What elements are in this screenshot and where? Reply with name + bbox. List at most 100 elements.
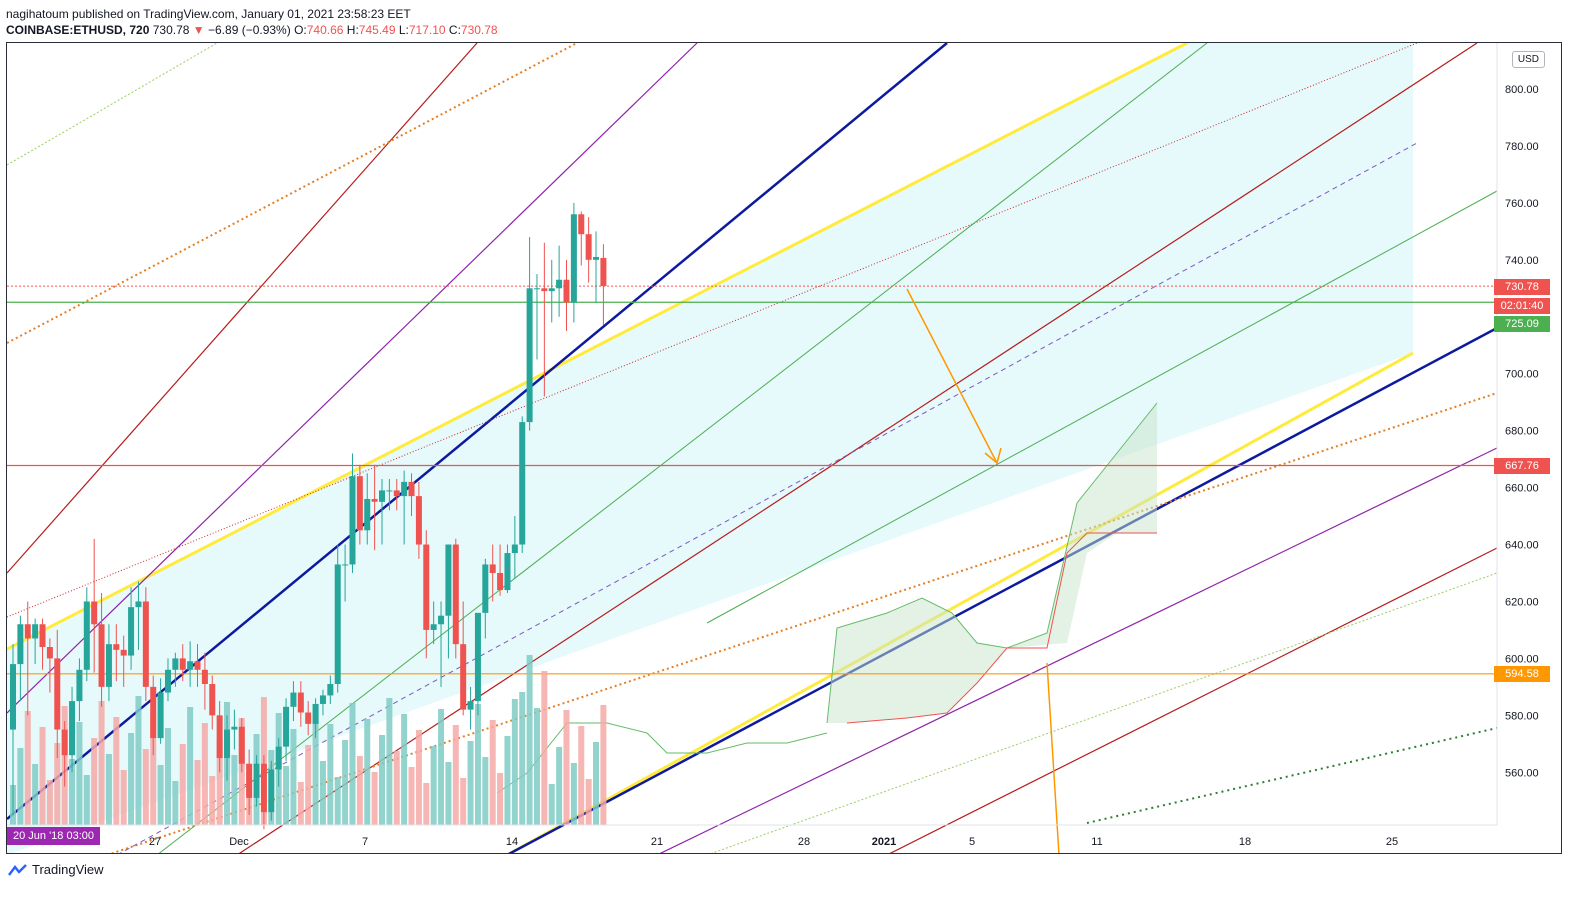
volume-bar xyxy=(349,703,356,825)
candle-body xyxy=(113,644,120,650)
trend-line-1 xyxy=(507,351,1414,853)
symbol[interactable]: COINBASE:ETHUSD, 720 xyxy=(6,23,150,37)
volume-bar xyxy=(150,712,157,825)
price-tag: 667.76 xyxy=(1494,458,1550,474)
volume-bar xyxy=(305,745,312,825)
candle-body xyxy=(511,544,518,554)
close-label: C: xyxy=(448,23,461,37)
candle-body xyxy=(570,214,577,303)
y-tick-label: 760.00 xyxy=(1505,198,1539,210)
volume-bar xyxy=(371,772,378,825)
candle-body xyxy=(445,544,452,616)
ichimoku-span-b xyxy=(846,532,1157,724)
candle-body xyxy=(489,564,496,573)
trend-line-7 xyxy=(7,43,698,714)
candle-body xyxy=(10,664,16,730)
candle-body xyxy=(364,498,371,531)
candle-body xyxy=(349,476,356,565)
low-label: L: xyxy=(398,23,409,37)
candle-body xyxy=(76,669,83,702)
volume-bar xyxy=(120,770,127,825)
candle-body xyxy=(297,692,304,713)
publisher-line: nagihatoum published on TradingView.com,… xyxy=(6,7,411,21)
volume-bar xyxy=(216,739,223,825)
volume-bar xyxy=(342,740,349,825)
x-tick-label: 18 xyxy=(1239,836,1251,848)
volume-bar xyxy=(98,701,105,825)
candle-body xyxy=(393,490,400,497)
volume-bar xyxy=(201,723,208,825)
volume-bar xyxy=(83,775,90,825)
chart-header: nagihatoum published on TradingView.com,… xyxy=(6,6,498,38)
volume-bar xyxy=(570,763,577,825)
volume-bar xyxy=(556,747,563,825)
candle-body xyxy=(91,601,98,625)
x-tick-label: 2021 xyxy=(872,836,896,848)
candle-body xyxy=(423,544,430,630)
candle-body xyxy=(246,763,253,798)
footer: TradingView xyxy=(8,862,104,877)
tradingview-logo-icon[interactable] xyxy=(8,863,28,877)
candle-body xyxy=(135,601,142,608)
volume-bar xyxy=(39,727,46,825)
volume-bar xyxy=(283,766,290,825)
candle-body xyxy=(371,498,378,502)
candle-body xyxy=(585,234,592,260)
volume-bar xyxy=(438,709,445,825)
trend-line-3 xyxy=(508,326,1498,853)
volume-bar xyxy=(54,743,61,825)
candle-body xyxy=(39,624,46,648)
volume-bar xyxy=(445,762,452,825)
y-tick-label: 640.00 xyxy=(1505,540,1539,552)
candle-body xyxy=(194,661,201,670)
x-tick-label: 7 xyxy=(362,836,368,848)
trend-line-11 xyxy=(7,43,218,166)
trend-line-2 xyxy=(7,43,948,820)
candle-body xyxy=(415,496,422,545)
price-tag: 725.09 xyxy=(1494,316,1550,332)
volume-bar xyxy=(290,729,297,825)
channel-fill xyxy=(7,43,1413,853)
candle-body xyxy=(290,692,297,707)
volume-bar xyxy=(600,705,607,825)
brand-name[interactable]: TradingView xyxy=(32,862,104,877)
chart-area[interactable]: 560.00 580.00 600.00 620.00 640.00 660.00 680.… xyxy=(6,42,1562,854)
y-tick-label: 560.00 xyxy=(1505,767,1539,779)
candle-body xyxy=(379,490,385,502)
y-tick-label: 800.00 xyxy=(1505,84,1539,96)
volume-bar xyxy=(533,708,540,825)
last-price: 730.78 xyxy=(152,23,190,37)
high-value: 745.49 xyxy=(358,23,396,37)
candle-body xyxy=(563,279,570,303)
volume-bar xyxy=(467,741,474,825)
candle-body xyxy=(150,686,157,739)
volume-bar xyxy=(578,726,585,825)
volume-bar xyxy=(319,761,326,825)
price-tag: 730.78 xyxy=(1494,279,1550,295)
candle-body xyxy=(283,706,290,747)
open-label: O: xyxy=(294,23,307,37)
volume-bar xyxy=(526,655,533,825)
candle-body xyxy=(497,572,504,591)
candle-body xyxy=(526,288,533,423)
volume-bar xyxy=(142,749,149,825)
trend-line-17 xyxy=(706,190,1498,624)
trend-line-13 xyxy=(711,572,1498,853)
volume-bar xyxy=(401,714,408,825)
volume-bar xyxy=(334,777,341,825)
down-arrow-icon: ▼ xyxy=(192,23,205,37)
trend-line-15 xyxy=(119,142,1418,853)
volume-bar xyxy=(46,780,53,825)
candle-body xyxy=(187,661,194,670)
currency-label[interactable]: USD xyxy=(1511,51,1545,68)
volume-bar xyxy=(179,744,186,825)
chart-canvas[interactable]: 560.00 580.00 600.00 620.00 640.00 660.00 680.… xyxy=(7,43,1562,854)
candle-body xyxy=(46,647,53,659)
volume-bar xyxy=(408,767,415,825)
candle-body xyxy=(438,615,445,625)
candle-body xyxy=(83,601,90,670)
candle-body xyxy=(216,715,223,759)
volume-bar xyxy=(327,724,334,825)
volume-bar xyxy=(379,735,385,825)
volume-bar xyxy=(386,698,393,825)
